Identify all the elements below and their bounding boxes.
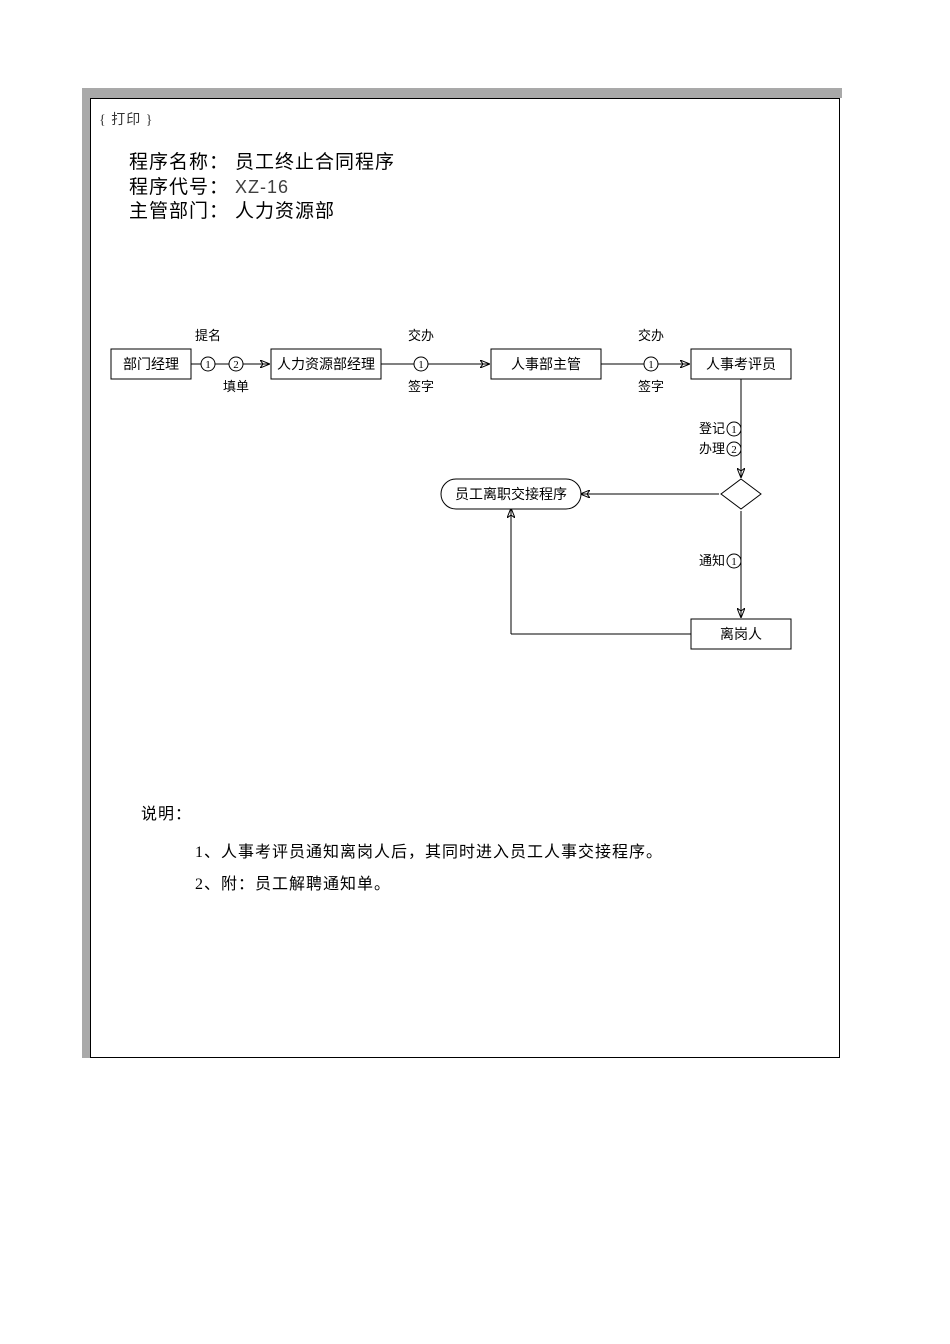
edge-label: 办理 [699, 441, 725, 456]
edge-label: 提名 [195, 328, 221, 343]
header-line-dept: 主管部门：人力资源部 [129, 200, 395, 224]
flow-node-label: 人事考评员 [706, 357, 776, 373]
step-number: 1 [418, 359, 424, 371]
step-number: 1 [648, 359, 654, 371]
notes-section: 说明： 1、人事考评员通知离岗人后，其同时进入员工人事交接程序。 2、附：员工解… [141, 799, 663, 901]
step-number: 1 [731, 424, 737, 436]
header-value: 人力资源部 [235, 200, 335, 224]
flow-process-label: 员工离职交接程序 [455, 486, 567, 503]
flowchart-diagram: 部门经理 人力资源部经理 人事部主管 人事考评员员工离职交接程序离岗人 1 2 1 1 1 2 1 提… [91, 309, 841, 729]
flow-node-label: 人事部主管 [511, 357, 581, 373]
header-line-code: 程序代号：XZ-16 [129, 175, 395, 200]
header-value: XZ-16 [235, 175, 289, 199]
frame-leftbar [82, 98, 90, 1058]
notes-item: 2、附：员工解聘通知单。 [141, 869, 663, 901]
edge-label: 签字 [638, 379, 664, 394]
step-number: 1 [205, 359, 211, 371]
document-canvas: { 打印 } 程序名称：员工终止合同程序 程序代号：XZ-16 主管部门：人力资… [0, 0, 950, 1344]
page-frame: { 打印 } 程序名称：员工终止合同程序 程序代号：XZ-16 主管部门：人力资… [90, 98, 840, 1058]
step-number: 2 [731, 444, 737, 456]
step-number: 2 [233, 359, 239, 371]
edge-label: 签字 [408, 379, 434, 394]
step-number: 1 [731, 556, 737, 568]
edge-label: 交办 [408, 328, 434, 343]
notes-item: 1、人事考评员通知离岗人后，其同时进入员工人事交接程序。 [141, 837, 663, 869]
flow-decision [721, 479, 761, 509]
flow-node-label: 部门经理 [123, 357, 179, 373]
edge-label: 交办 [638, 328, 664, 343]
header-label: 程序代号： [129, 176, 229, 200]
header-line-name: 程序名称：员工终止合同程序 [129, 151, 395, 175]
header-block: 程序名称：员工终止合同程序 程序代号：XZ-16 主管部门：人力资源部 [129, 151, 395, 224]
notes-list: 1、人事考评员通知离岗人后，其同时进入员工人事交接程序。 2、附：员工解聘通知单… [141, 837, 663, 901]
edge-label: 登记 [699, 421, 725, 436]
edge-label: 通知 [699, 553, 725, 568]
header-label: 程序名称： [129, 151, 229, 175]
print-link[interactable]: { 打印 } [99, 109, 153, 129]
flow-node-label: 离岗人 [720, 626, 762, 643]
frame-topbar [82, 88, 842, 98]
header-label: 主管部门： [129, 200, 229, 224]
notes-title: 说明： [141, 799, 663, 831]
edge-label: 填单 [223, 379, 249, 394]
flow-node-label: 人力资源部经理 [277, 357, 375, 373]
header-value: 员工终止合同程序 [235, 151, 395, 175]
